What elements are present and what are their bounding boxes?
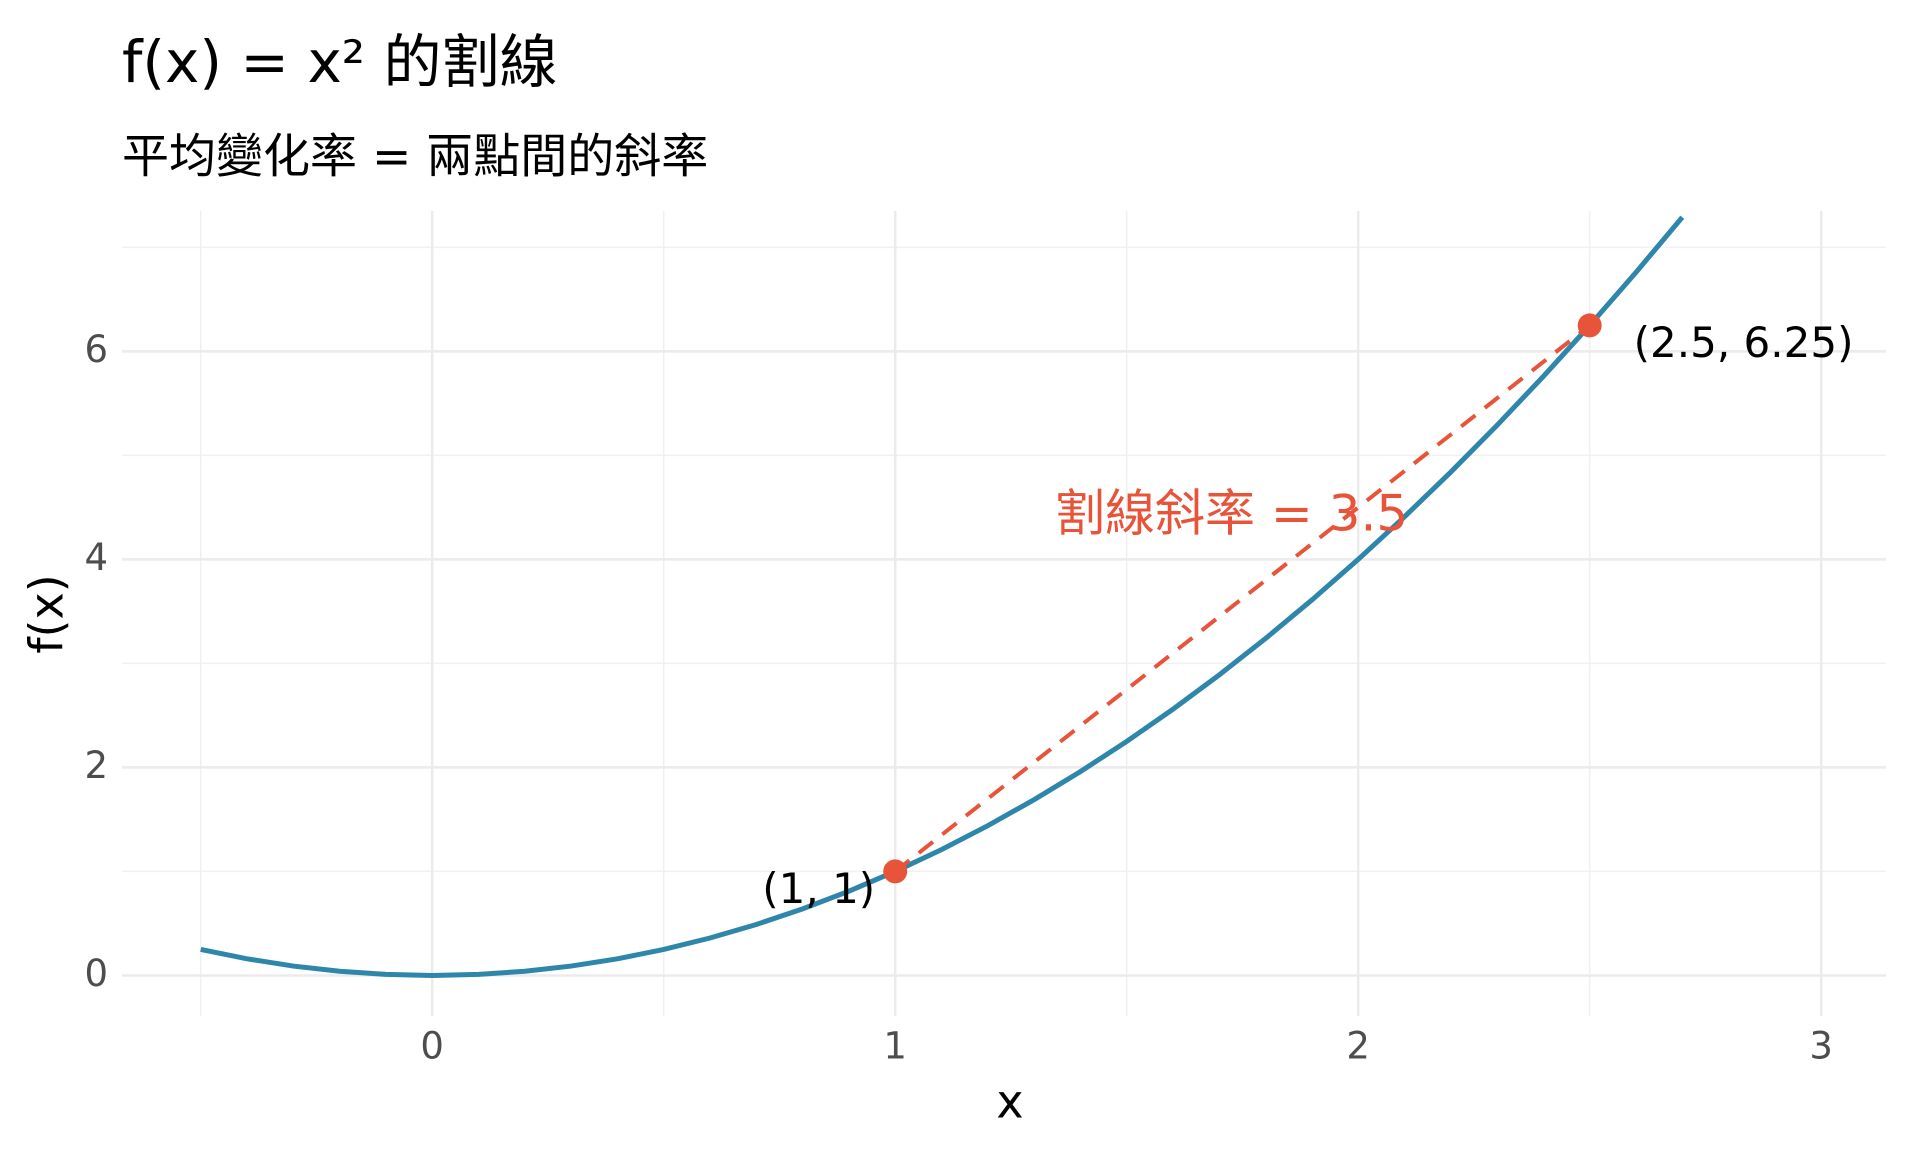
point [1577, 313, 1602, 338]
y-axis-title: f(x) [20, 574, 74, 653]
x-tick-label: 2 [1346, 1025, 1370, 1068]
y-tick-label: 4 [84, 536, 108, 579]
point-label: (1, 1) [762, 864, 875, 913]
x-tick-label: 3 [1809, 1025, 1833, 1068]
secant-line [893, 323, 1591, 874]
y-tick-label: 0 [84, 952, 108, 995]
y-tick-label: 2 [84, 744, 108, 787]
point-label: (2.5, 6.25) [1634, 318, 1854, 367]
x-tick-label: 0 [420, 1025, 444, 1068]
annotation: 割線斜率 = 3.5 [1055, 485, 1408, 543]
chart-title: f(x) = x² 的割線 [122, 28, 557, 96]
x-axis-title: x [996, 1075, 1023, 1129]
x-tick-label: 1 [883, 1025, 907, 1068]
chart-subtitle: 平均變化率 = 兩點間的斜率 [122, 130, 708, 185]
y-tick-label: 6 [84, 328, 108, 371]
curve [200, 215, 1685, 978]
point [883, 859, 908, 884]
